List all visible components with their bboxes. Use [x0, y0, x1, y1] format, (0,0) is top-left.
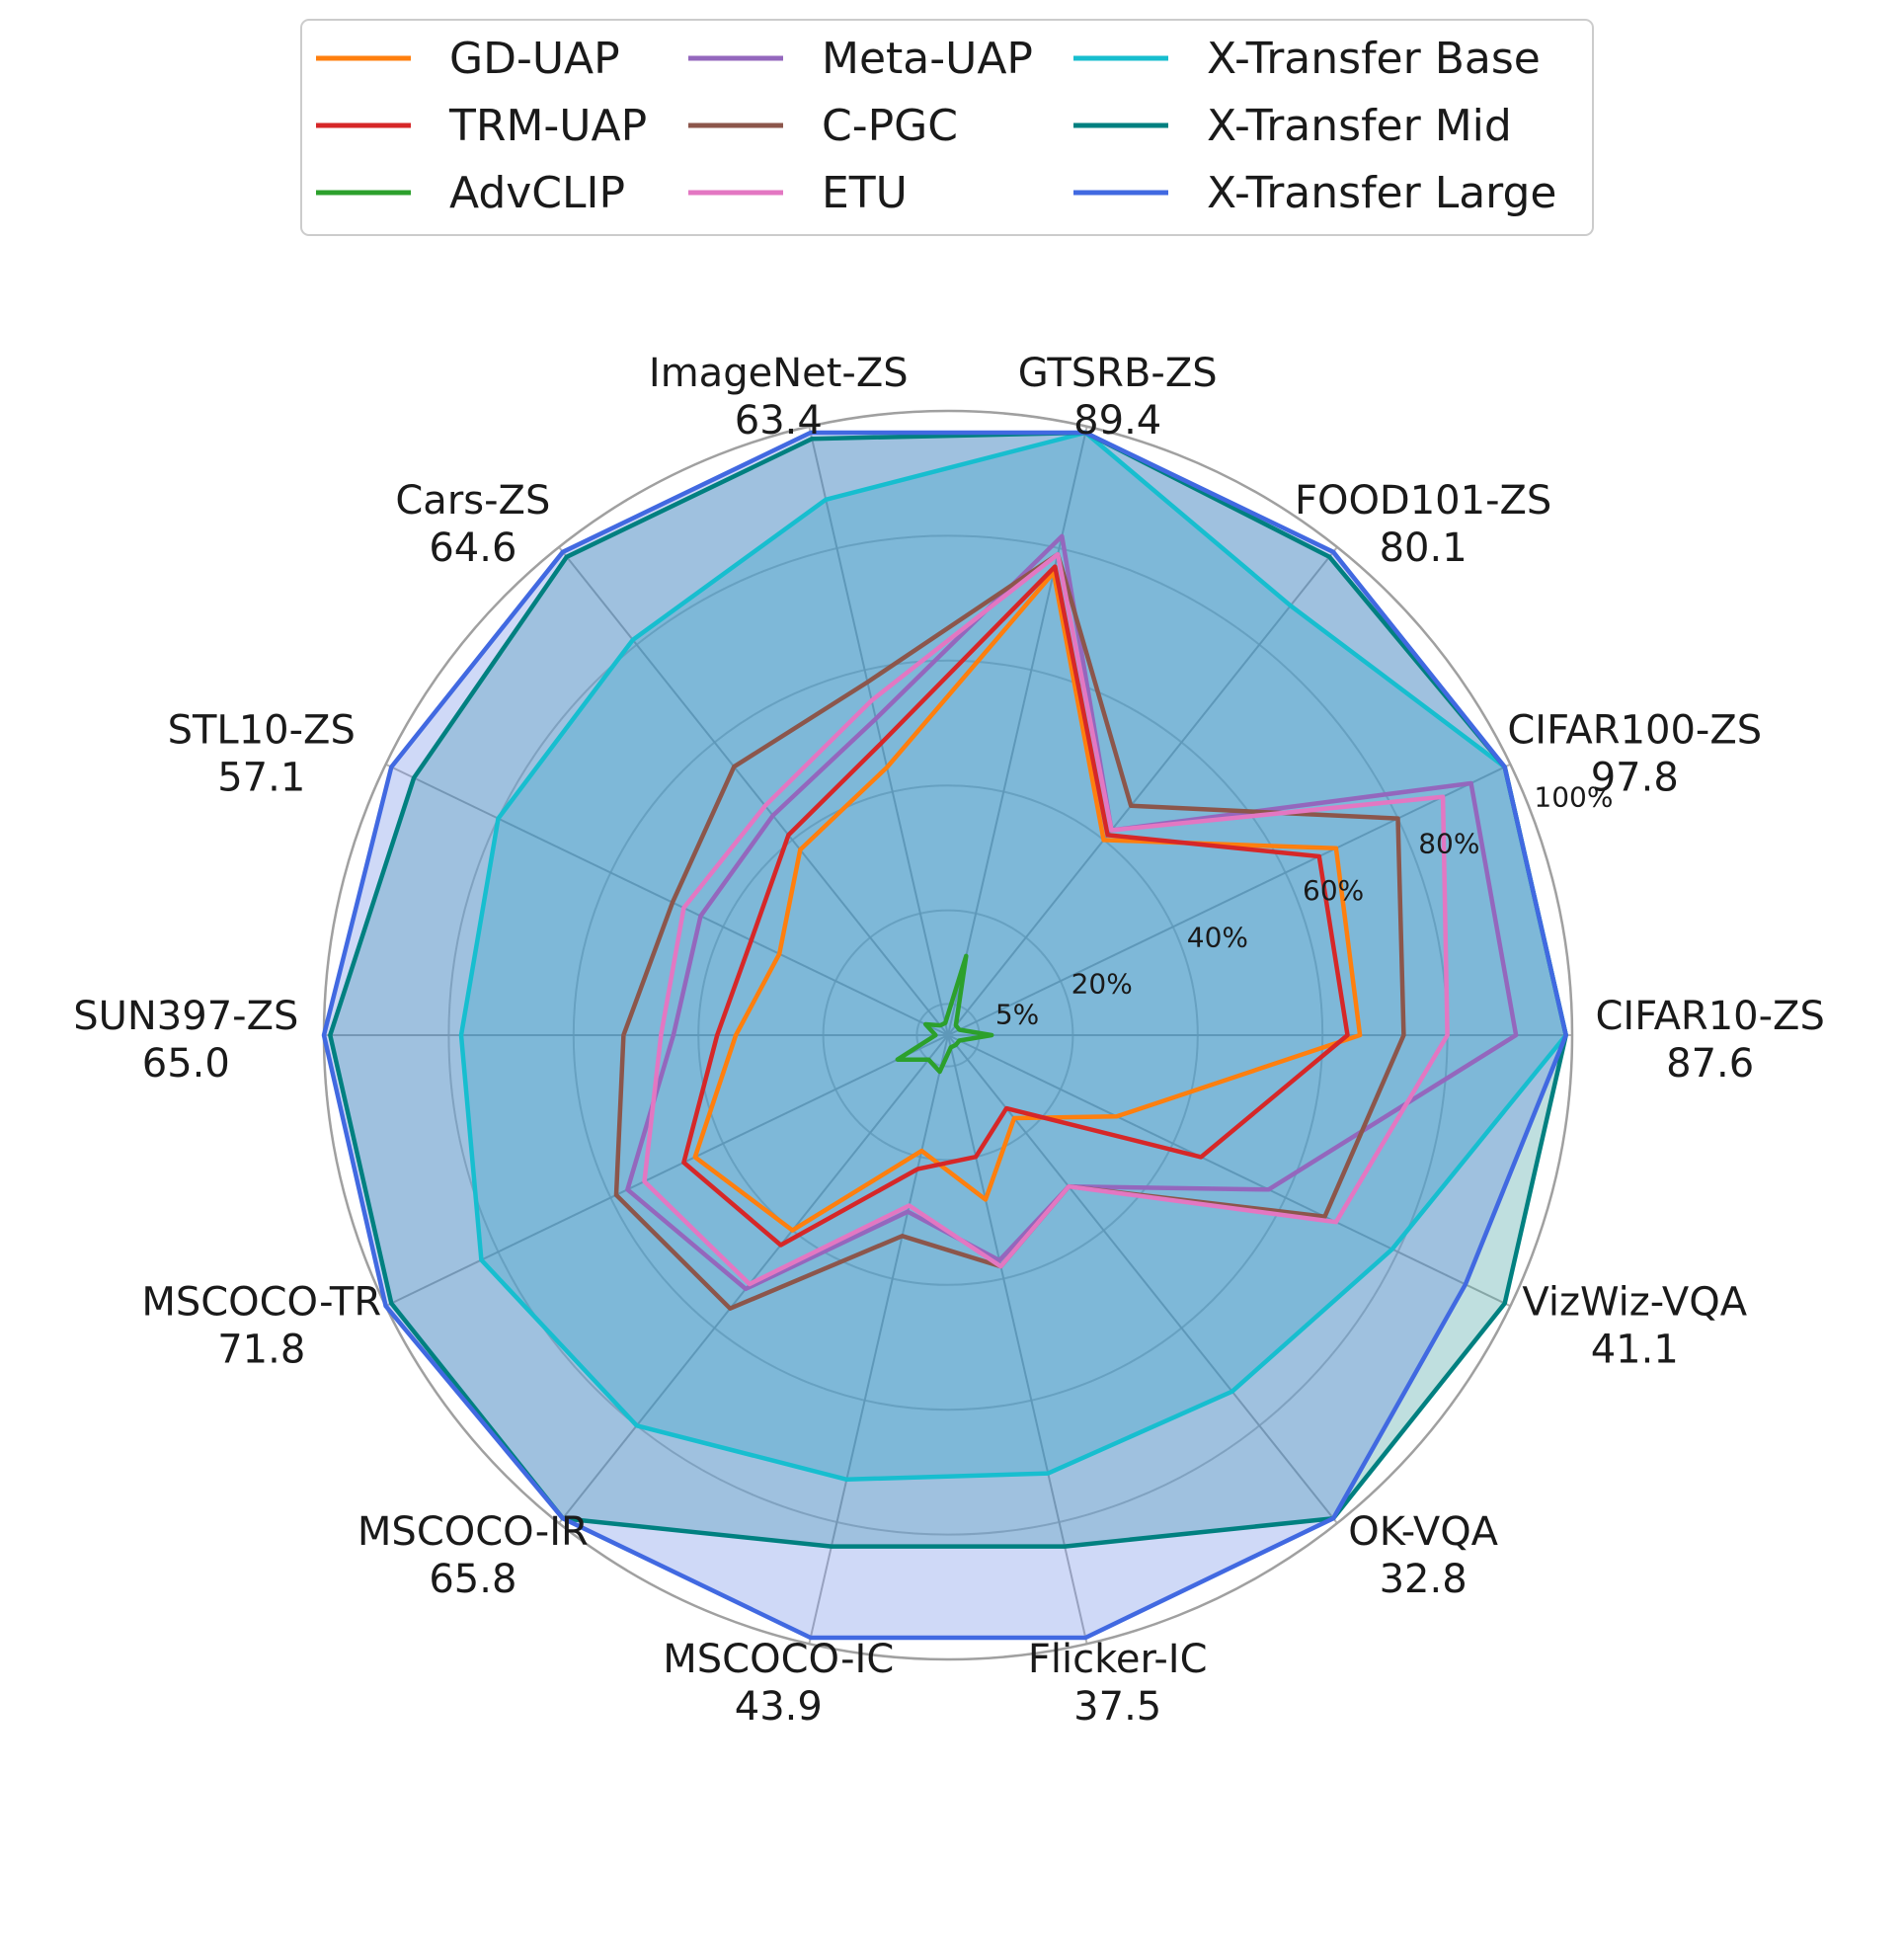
- legend-label: Meta-UAP: [822, 34, 1033, 84]
- legend-item: Meta-UAP: [688, 34, 1033, 84]
- legend-box: [300, 19, 1594, 236]
- series-line: [681, 564, 1350, 1248]
- axis-spoke: [947, 426, 1088, 1036]
- axis-value: 43.9: [735, 1684, 823, 1730]
- axis-spoke: [947, 1034, 1511, 1308]
- legend-item: X-Transfer Mid: [1073, 101, 1512, 151]
- axis-name: MSCOCO-IC: [663, 1637, 894, 1682]
- axis-spoke: [947, 1034, 1088, 1645]
- radial-tick-label: 60%: [1303, 874, 1364, 907]
- axis-name: MSCOCO-IR: [357, 1509, 589, 1555]
- legend-label: ETU: [822, 168, 908, 218]
- radial-tick-label: 80%: [1418, 828, 1479, 860]
- axis-value: 37.5: [1073, 1684, 1161, 1730]
- axis-value: 89.4: [1073, 398, 1161, 444]
- legend-item: TRM-UAP: [316, 101, 647, 151]
- axis-name: Flicker-IC: [1028, 1637, 1208, 1682]
- axis-spoke: [947, 546, 1338, 1036]
- axis-name: OK-VQA: [1348, 1509, 1498, 1555]
- series-fill: [324, 433, 1566, 1638]
- series-line: [895, 953, 994, 1075]
- legend: GD-UAP TRM-UAP AdvCLIP Meta-UAP C-PGC ETU X-Tr…: [300, 19, 1594, 236]
- axis-value: 97.8: [1591, 755, 1679, 800]
- series-line: [642, 551, 1450, 1287]
- axis-value: 65.8: [429, 1557, 516, 1602]
- axis-value: 71.8: [217, 1328, 305, 1373]
- legend-item: ETU: [688, 168, 908, 218]
- legend-label: C-PGC: [822, 101, 958, 151]
- axis-spoke: [558, 546, 949, 1036]
- axis-spoke: [947, 763, 1511, 1036]
- radial-tick-label: 100%: [1534, 780, 1613, 813]
- axis-name: VizWiz-VQA: [1522, 1280, 1747, 1326]
- legend-label: AdvCLIP: [449, 168, 625, 218]
- legend-item: X-Transfer Large: [1073, 168, 1557, 218]
- axis-value: 64.6: [429, 525, 516, 571]
- series-line: [321, 430, 1568, 1641]
- series-lines: [321, 430, 1568, 1641]
- axis-spoke: [808, 1034, 949, 1645]
- axis-labels: CIFAR10-ZS87.6CIFAR100-ZS97.8FOOD101-ZS8…: [73, 351, 1825, 1730]
- radial-tick-label: 40%: [1187, 921, 1248, 953]
- series-fill: [330, 433, 1566, 1547]
- axis-name: CIFAR100-ZS: [1507, 707, 1762, 753]
- axis-value: 65.0: [142, 1041, 230, 1087]
- series-line: [328, 430, 1568, 1549]
- legend-item: GD-UAP: [316, 34, 620, 84]
- radar-grid: [322, 409, 1574, 1661]
- axis-spoke: [558, 1034, 949, 1524]
- legend-item: C-PGC: [688, 101, 958, 151]
- axis-name: Cars-ZS: [395, 478, 550, 524]
- legend-label: X-Transfer Mid: [1207, 101, 1512, 151]
- series-line: [458, 430, 1568, 1483]
- legend-label: X-Transfer Large: [1207, 168, 1557, 218]
- axis-name: SUN397-ZS: [73, 994, 298, 1039]
- legend-label: GD-UAP: [449, 34, 620, 84]
- radial-tick-labels: 5% 20% 40% 60% 80% 100%: [995, 780, 1614, 1030]
- axis-value: 32.8: [1380, 1557, 1468, 1602]
- axis-spoke: [808, 426, 949, 1036]
- axis-value: 41.1: [1591, 1328, 1679, 1373]
- axis-name: FOOD101-ZS: [1295, 478, 1551, 524]
- axis-name: STL10-ZS: [168, 707, 356, 753]
- radial-tick-label: 20%: [1071, 968, 1133, 1001]
- series-line: [692, 570, 1363, 1233]
- axis-name: MSCOCO-TR: [141, 1280, 381, 1326]
- legend-label: TRM-UAP: [448, 101, 647, 151]
- axis-value: 87.6: [1666, 1041, 1754, 1087]
- radial-tick-label: 5%: [995, 999, 1039, 1031]
- axis-spoke: [385, 763, 949, 1036]
- axis-value: 80.1: [1380, 525, 1468, 571]
- legend-label: X-Transfer Base: [1207, 34, 1541, 84]
- axis-name: GTSRB-ZS: [1018, 351, 1218, 396]
- axis-value: 63.4: [735, 398, 823, 444]
- axis-value: 57.1: [217, 755, 305, 800]
- axis-name: ImageNet-ZS: [649, 351, 909, 396]
- legend-item: X-Transfer Base: [1073, 34, 1541, 84]
- axis-name: CIFAR10-ZS: [1596, 994, 1825, 1039]
- legend-item: AdvCLIP: [316, 168, 625, 218]
